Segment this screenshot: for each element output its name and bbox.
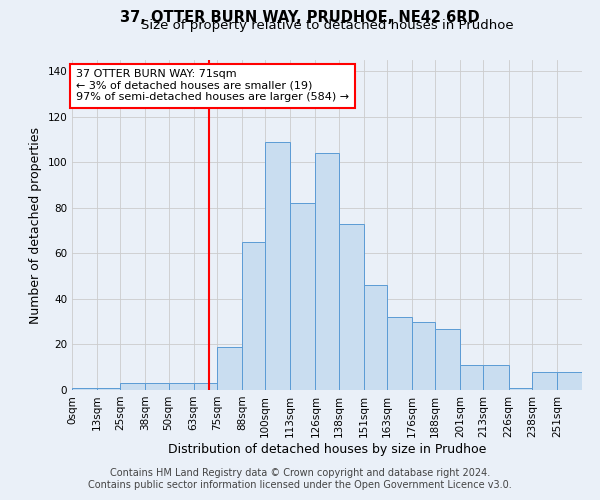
Bar [120, 383, 145, 390]
Text: 37 OTTER BURN WAY: 71sqm
← 3% of detached houses are smaller (19)
97% of semi-de: 37 OTTER BURN WAY: 71sqm ← 3% of detache… [76, 69, 349, 102]
Title: Size of property relative to detached houses in Prudhoe: Size of property relative to detached ho… [140, 20, 514, 32]
Bar [412, 322, 435, 390]
Text: 37, OTTER BURN WAY, PRUDHOE, NE42 6RD: 37, OTTER BURN WAY, PRUDHOE, NE42 6RD [120, 10, 480, 25]
Bar [316, 154, 338, 390]
X-axis label: Distribution of detached houses by size in Prudhoe: Distribution of detached houses by size … [168, 442, 486, 456]
Bar [169, 383, 194, 390]
Bar [72, 388, 97, 390]
Bar [194, 383, 217, 390]
Y-axis label: Number of detached properties: Number of detached properties [29, 126, 42, 324]
Bar [557, 372, 582, 390]
Bar [290, 204, 316, 390]
Bar [532, 372, 557, 390]
Bar [460, 365, 484, 390]
Bar [97, 388, 120, 390]
Bar [435, 328, 460, 390]
Bar [364, 286, 387, 390]
Bar [387, 317, 412, 390]
Bar [242, 242, 265, 390]
Bar [145, 383, 169, 390]
Bar [484, 365, 509, 390]
Bar [265, 142, 290, 390]
Bar [509, 388, 532, 390]
Bar [217, 347, 242, 390]
Text: Contains HM Land Registry data © Crown copyright and database right 2024.
Contai: Contains HM Land Registry data © Crown c… [88, 468, 512, 490]
Bar [338, 224, 364, 390]
